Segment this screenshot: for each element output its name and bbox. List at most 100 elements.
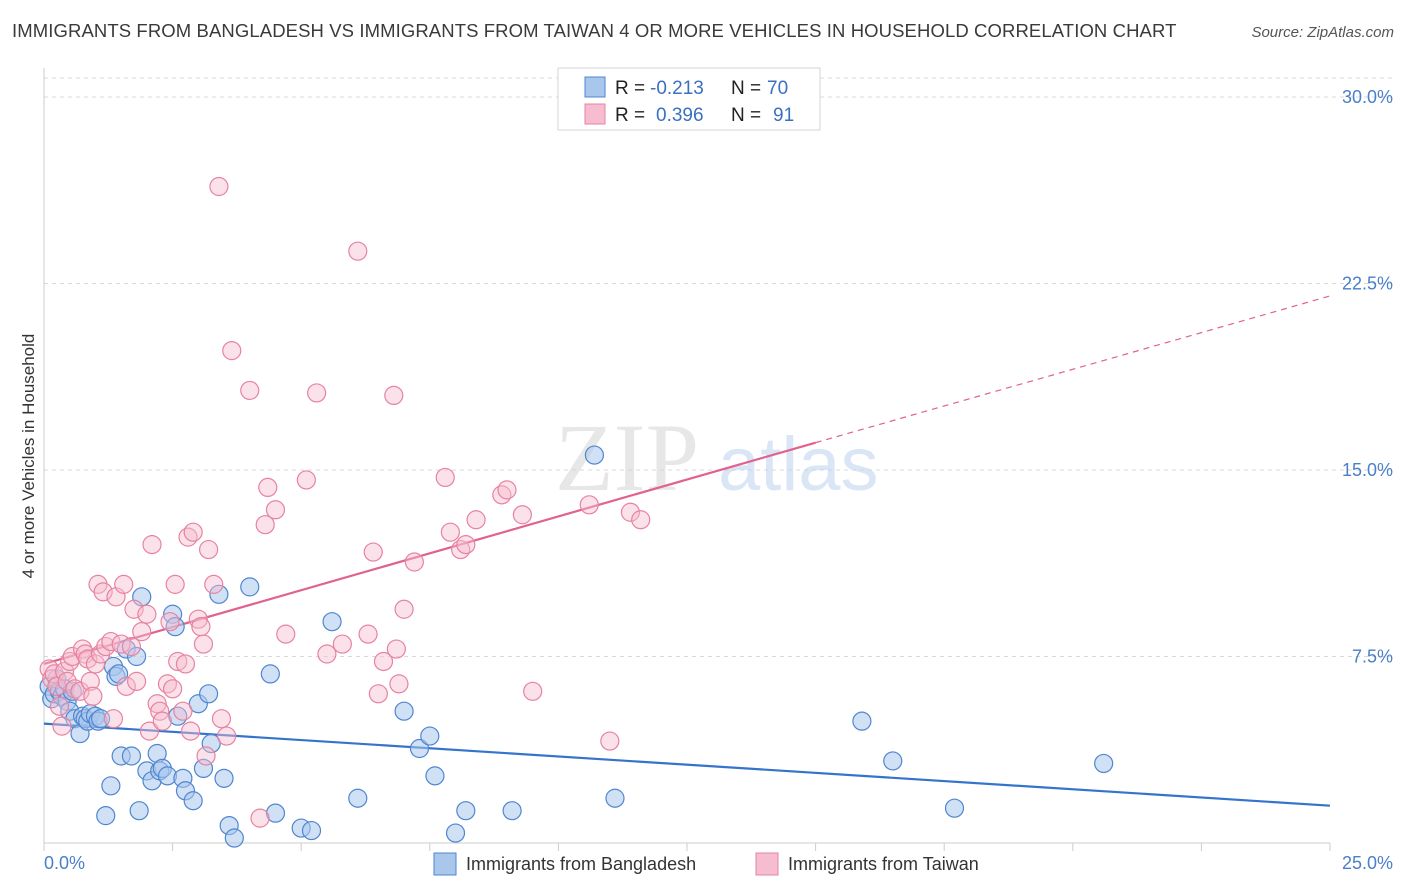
point-bangladesh-52 xyxy=(265,803,286,823)
point-bangladesh-19 xyxy=(96,806,116,826)
point-bangladesh-69 xyxy=(1094,753,1114,774)
point-taiwan-50 xyxy=(193,634,214,654)
point-bangladesh-44 xyxy=(199,684,219,704)
point-taiwan-67 xyxy=(332,634,352,654)
axes xyxy=(43,68,1331,851)
point-bangladesh-54 xyxy=(301,820,322,841)
point-bangladesh-67 xyxy=(883,751,903,771)
point-taiwan-53 xyxy=(204,574,224,594)
point-bangladesh-56 xyxy=(348,788,368,808)
point-taiwan-56 xyxy=(217,726,237,746)
point-bangladesh-68 xyxy=(944,798,965,818)
point-taiwan-57 xyxy=(222,341,242,361)
point-taiwan-62 xyxy=(265,500,286,520)
point-bangladesh-57 xyxy=(394,701,414,721)
point-taiwan-5 xyxy=(52,716,72,736)
point-bangladesh-49 xyxy=(224,828,244,848)
legend-r-value-1: -0.213 xyxy=(650,78,704,99)
point-taiwan-60 xyxy=(255,515,275,535)
point-bangladesh-59 xyxy=(420,726,440,746)
point-bangladesh-9 xyxy=(62,681,82,701)
bottom-legend-label-bangladesh: Immigrants from Bangladesh xyxy=(466,854,696,874)
bottom-legend-label-taiwan: Immigrants from Taiwan xyxy=(788,854,979,874)
point-taiwan-69 xyxy=(358,624,378,644)
point-taiwan-90 xyxy=(631,510,651,530)
point-taiwan-89 xyxy=(620,502,641,522)
point-taiwan-31 xyxy=(132,622,152,642)
point-bangladesh-60 xyxy=(425,766,445,786)
point-taiwan-73 xyxy=(384,385,404,405)
point-taiwan-48 xyxy=(188,609,208,629)
point-taiwan-85 xyxy=(512,505,532,525)
point-bangladesh-55 xyxy=(322,612,342,632)
legend-n-label-1: N = xyxy=(731,78,761,99)
legend-r-label-2: R = xyxy=(615,105,645,126)
bottom-legend-swatch-taiwan xyxy=(755,852,779,876)
point-taiwan-32 xyxy=(137,604,157,624)
point-taiwan-23 xyxy=(103,709,124,729)
point-taiwan-37 xyxy=(152,711,172,731)
point-bangladesh-63 xyxy=(502,801,522,821)
point-taiwan-81 xyxy=(456,534,476,555)
point-bangladesh-28 xyxy=(129,801,149,821)
point-taiwan-26 xyxy=(114,574,134,594)
point-taiwan-74 xyxy=(386,639,406,659)
point-taiwan-35 xyxy=(147,694,167,714)
source-label: Source: ZipAtlas.com xyxy=(1251,24,1394,41)
point-taiwan-44 xyxy=(175,654,196,674)
point-taiwan-4 xyxy=(49,696,70,716)
point-taiwan-58 xyxy=(240,380,260,401)
point-taiwan-72 xyxy=(373,651,394,672)
bottom-legend-swatch-bangladesh xyxy=(433,852,457,876)
point-taiwan-66 xyxy=(317,644,337,664)
point-taiwan-76 xyxy=(394,599,414,619)
legend-n-value-2: 91 xyxy=(773,105,794,126)
point-bangladesh-45 xyxy=(201,733,221,754)
point-taiwan-59 xyxy=(250,808,270,828)
legend-box: R = -0.213 N = 70 R = 0.396 N = 91 xyxy=(557,67,821,131)
y-tick-label-3: 30.0% xyxy=(1342,87,1393,107)
point-bangladesh-62 xyxy=(456,801,476,821)
point-taiwan-78 xyxy=(435,467,455,488)
legend-swatch-bangladesh xyxy=(584,76,606,98)
point-taiwan-46 xyxy=(181,721,201,741)
x-tick-label-max: 25.0% xyxy=(1342,853,1393,873)
point-bangladesh-61 xyxy=(445,823,466,843)
point-bangladesh-41 xyxy=(183,791,203,811)
point-taiwan-7 xyxy=(57,671,77,691)
point-taiwan-70 xyxy=(363,542,383,562)
point-bangladesh-66 xyxy=(852,711,872,731)
y-tick-label-2: 22.5% xyxy=(1342,274,1393,294)
gridlines xyxy=(44,77,1393,657)
point-taiwan-51 xyxy=(196,746,216,766)
legend-swatch-taiwan xyxy=(584,103,606,125)
point-bangladesh-26 xyxy=(121,746,142,766)
point-taiwan-41 xyxy=(165,574,185,594)
legend-r-label-1: R = xyxy=(615,78,645,99)
point-taiwan-84 xyxy=(497,480,517,500)
point-taiwan-43 xyxy=(173,701,193,721)
point-taiwan-20 xyxy=(93,582,113,602)
point-bangladesh-43 xyxy=(193,758,214,779)
point-taiwan-77 xyxy=(404,552,424,572)
y-axis-label: 4 or more Vehicles in Household xyxy=(19,334,38,579)
trendline-bangladesh xyxy=(43,722,1331,807)
point-taiwan-30 xyxy=(126,671,147,691)
point-taiwan-82 xyxy=(466,510,486,530)
point-taiwan-88 xyxy=(600,731,620,751)
point-taiwan-54 xyxy=(209,176,229,197)
point-taiwan-10 xyxy=(65,679,85,699)
point-taiwan-15 xyxy=(80,671,100,691)
point-bangladesh-65 xyxy=(605,788,625,808)
point-taiwan-71 xyxy=(368,684,388,704)
point-taiwan-39 xyxy=(160,612,180,632)
trendline-taiwan xyxy=(43,441,816,666)
point-taiwan-87 xyxy=(579,495,599,515)
point-taiwan-40 xyxy=(163,679,183,699)
point-taiwan-65 xyxy=(307,383,327,403)
y-tick-labels: 7.5% 15.0% 22.5% 30.0% xyxy=(1342,87,1393,667)
point-taiwan-49 xyxy=(191,617,211,637)
point-taiwan-63 xyxy=(276,624,296,644)
trend-lines xyxy=(43,295,1331,807)
